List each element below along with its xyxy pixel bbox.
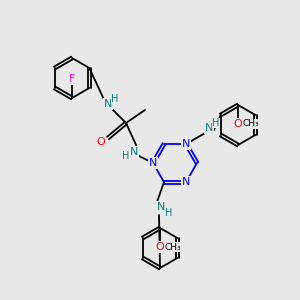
Text: CH₃: CH₃ xyxy=(165,242,181,251)
Text: O: O xyxy=(97,137,105,147)
Text: N: N xyxy=(157,202,165,212)
Text: N: N xyxy=(182,139,190,149)
Text: N: N xyxy=(130,147,138,157)
Text: N: N xyxy=(149,158,157,168)
Text: H: H xyxy=(111,94,119,104)
Text: CH₃: CH₃ xyxy=(243,119,259,128)
Text: O: O xyxy=(156,242,164,252)
Text: H: H xyxy=(122,151,130,161)
Text: F: F xyxy=(69,74,75,84)
Text: N: N xyxy=(182,177,190,187)
Text: O: O xyxy=(234,119,242,129)
Text: N: N xyxy=(104,99,112,109)
Text: N: N xyxy=(205,123,213,133)
Text: H: H xyxy=(212,118,220,128)
Text: H: H xyxy=(165,208,173,218)
